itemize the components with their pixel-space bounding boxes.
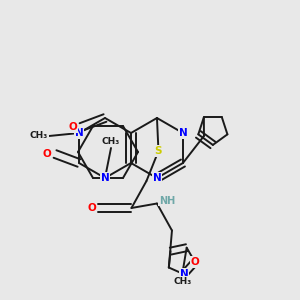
Text: NH: NH: [159, 196, 175, 206]
Text: N: N: [75, 128, 83, 138]
Text: O: O: [190, 257, 199, 267]
Text: O: O: [87, 203, 96, 213]
Text: CH₃: CH₃: [30, 131, 48, 140]
Text: N: N: [179, 269, 188, 279]
Text: CH₃: CH₃: [102, 137, 120, 146]
Text: S: S: [155, 146, 162, 156]
Text: O: O: [43, 149, 51, 159]
Text: N: N: [153, 173, 161, 183]
Text: O: O: [69, 122, 77, 132]
Text: N: N: [100, 173, 109, 183]
Text: CH₃: CH₃: [173, 277, 191, 286]
Text: N: N: [178, 128, 187, 138]
